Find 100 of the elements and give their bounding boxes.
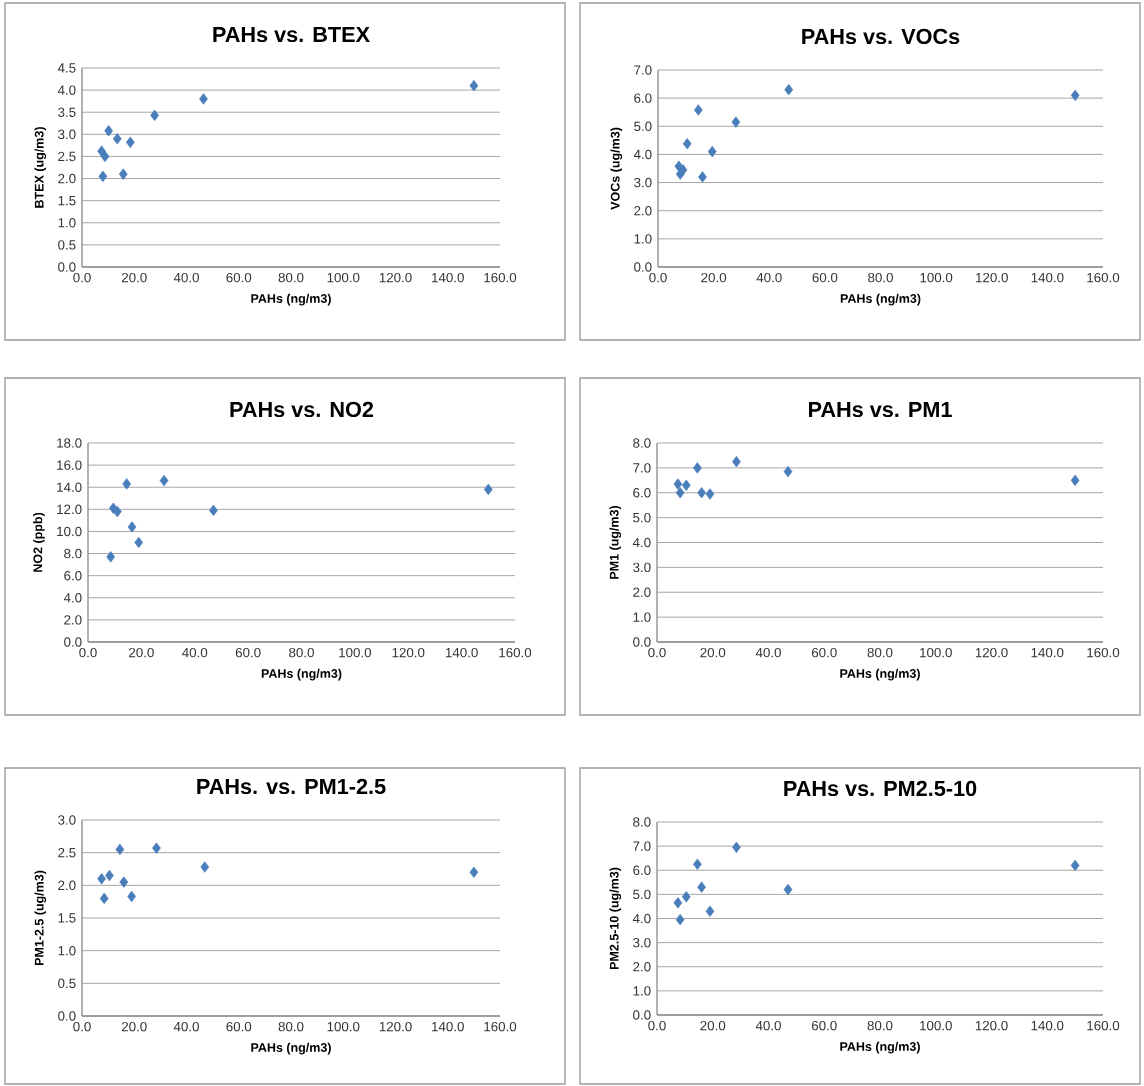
x-tick-label: 120.0 [379, 1021, 412, 1032]
y-tick-label: 8.0 [633, 817, 651, 827]
x-tick-label: 160.0 [1087, 647, 1120, 658]
x-tick-label: 80.0 [867, 647, 893, 658]
y-tick-label: 0.5 [58, 240, 76, 250]
y-tick-label: 2.0 [64, 615, 82, 625]
x-tick-label: 140.0 [445, 647, 478, 658]
point [104, 125, 113, 137]
x-tick-label: 100.0 [339, 647, 372, 658]
x-tick-label: 60.0 [226, 272, 252, 283]
x-tick-label: 40.0 [756, 272, 782, 283]
x-tick-label: 60.0 [811, 1020, 837, 1031]
x-tick-label: 160.0 [484, 272, 517, 283]
x-tick-label: 100.0 [327, 272, 360, 283]
point [199, 93, 208, 105]
y-tick-label: 4.5 [57, 63, 76, 73]
x-tick-label: 60.0 [226, 1021, 252, 1032]
x-axis-title: PAHs (ng/m3) [840, 293, 921, 306]
y-tick-label: 3.0 [633, 937, 651, 948]
point [707, 145, 717, 158]
x-tick-label: 120.0 [976, 272, 1008, 283]
y-tick-label: 7.0 [633, 841, 651, 851]
x-tick-label: 0.0 [649, 272, 667, 283]
y-tick-label: 7.0 [634, 65, 652, 75]
x-tick-label: 0.0 [73, 1021, 91, 1032]
y-tick-label: 1.0 [634, 234, 652, 244]
x-tick-label: 40.0 [173, 1021, 199, 1032]
x-tick-label: 20.0 [700, 1020, 726, 1031]
x-tick-label: 20.0 [700, 647, 726, 658]
x-tick-label: 40.0 [173, 272, 199, 283]
y-tick-label: 2.0 [633, 587, 651, 597]
y-tick-label: 3.0 [634, 177, 652, 188]
y-tick-label: 2.5 [58, 151, 76, 162]
point [682, 138, 692, 150]
chart-title: PAHs vs. NO2 [230, 401, 374, 418]
point [134, 536, 144, 549]
x-tick-label: 20.0 [129, 647, 154, 658]
point [673, 897, 683, 909]
point [99, 892, 109, 905]
point [119, 876, 129, 888]
chart-title: PAHs vs. PM2.5-10 [784, 780, 977, 797]
point [697, 881, 706, 893]
y-axis-title: BTEX (ug/m3) [34, 127, 47, 208]
y-tick-label: 0.0 [64, 637, 82, 647]
y-tick-label: 14.0 [57, 482, 82, 492]
point [731, 116, 741, 128]
y-tick-label: 0.0 [58, 1011, 76, 1021]
point [705, 905, 715, 917]
point [681, 479, 691, 491]
y-tick-label: 1.5 [58, 913, 76, 923]
point [115, 843, 125, 856]
y-tick-label: 0.0 [634, 262, 652, 272]
y-tick-label: 6.0 [633, 865, 651, 875]
point [693, 104, 703, 116]
x-tick-label: 60.0 [235, 647, 261, 658]
x-tick-label: 60.0 [812, 272, 838, 283]
x-tick-label: 140.0 [432, 1021, 464, 1032]
y-tick-label: 12.0 [57, 504, 82, 515]
x-tick-label: 80.0 [289, 647, 314, 658]
y-tick-label: 3.0 [633, 562, 651, 573]
x-axis-title: PAHs (ng/m3) [840, 1041, 920, 1054]
point [1070, 859, 1080, 872]
point [705, 488, 715, 500]
point [127, 521, 137, 533]
y-tick-label: 6.0 [633, 488, 651, 498]
y-tick-label: 1.0 [58, 945, 76, 956]
x-tick-label: 120.0 [975, 1020, 1008, 1031]
x-tick-label: 100.0 [920, 272, 953, 283]
y-tick-label: 4.0 [632, 537, 651, 548]
x-tick-label: 120.0 [975, 647, 1008, 658]
point [693, 462, 702, 474]
y-tick-label: 2.0 [58, 173, 76, 184]
y-tick-label: 6.0 [64, 570, 82, 581]
chart-title: PAHs. vs. PM1-2.5 [197, 778, 386, 795]
x-tick-label: 20.0 [121, 272, 147, 283]
point [1070, 89, 1080, 101]
y-axis-title: PM1 (ug/m3) [609, 505, 622, 579]
point [697, 487, 706, 499]
point [469, 866, 479, 878]
x-tick-label: 80.0 [278, 1021, 304, 1032]
point [150, 109, 159, 121]
x-tick-label: 140.0 [1031, 272, 1064, 283]
x-tick-label: 80.0 [867, 1020, 893, 1031]
point [152, 842, 161, 854]
point [681, 891, 691, 903]
x-tick-label: 40.0 [182, 647, 208, 658]
x-tick-label: 100.0 [327, 1021, 360, 1032]
y-tick-label: 3.0 [58, 129, 76, 140]
x-tick-label: 80.0 [868, 272, 893, 283]
y-tick-label: 0.0 [633, 637, 651, 647]
y-axis-title: PM1-2.5 (ug/m3) [34, 870, 47, 966]
point [675, 914, 685, 926]
y-tick-label: 2.0 [58, 880, 76, 891]
y-tick-label: 2.5 [58, 847, 76, 858]
x-tick-label: 40.0 [755, 1020, 781, 1031]
y-tick-label: 5.0 [634, 121, 652, 131]
chart-title: PAHs vs. BTEX [213, 27, 370, 43]
y-tick-label: 3.0 [58, 815, 76, 825]
point [112, 133, 122, 145]
y-tick-label: 4.0 [632, 913, 651, 924]
